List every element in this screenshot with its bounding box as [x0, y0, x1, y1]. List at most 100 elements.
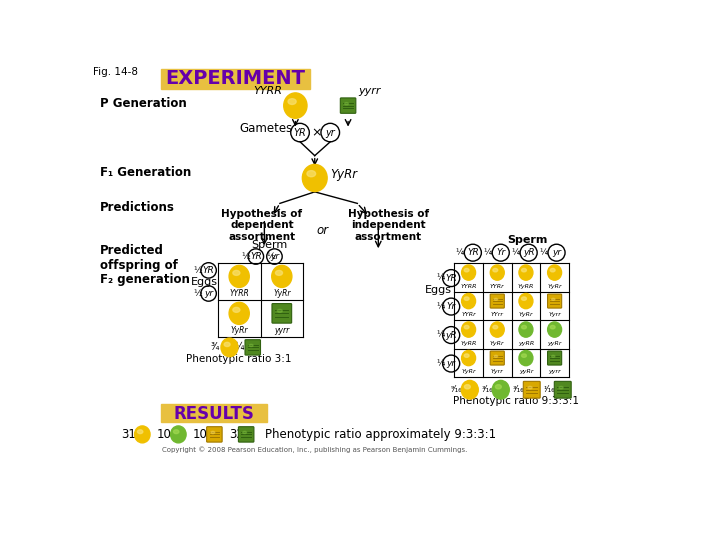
Text: Gametes: Gametes — [240, 122, 293, 135]
Ellipse shape — [233, 271, 240, 275]
Text: yr: yr — [552, 248, 561, 257]
Ellipse shape — [462, 265, 476, 280]
Ellipse shape — [559, 386, 563, 389]
Text: Fig. 14-8: Fig. 14-8 — [93, 67, 138, 77]
Text: ¼: ¼ — [483, 248, 492, 257]
Ellipse shape — [243, 431, 246, 434]
Text: 32: 32 — [229, 428, 244, 441]
Text: YR: YR — [250, 252, 262, 261]
Ellipse shape — [519, 350, 533, 366]
Ellipse shape — [490, 322, 504, 337]
Ellipse shape — [550, 326, 555, 329]
Text: YR: YR — [203, 266, 215, 275]
Text: YyRr: YyRr — [230, 326, 248, 335]
Text: yr: yr — [270, 252, 279, 261]
Ellipse shape — [345, 103, 348, 105]
Ellipse shape — [211, 431, 215, 434]
Ellipse shape — [494, 355, 498, 357]
Text: ³⁄₄: ³⁄₄ — [211, 342, 220, 353]
FancyBboxPatch shape — [245, 340, 261, 355]
Text: ¼: ¼ — [437, 274, 445, 282]
Ellipse shape — [519, 322, 533, 337]
Text: Phenotypic ratio 3:1: Phenotypic ratio 3:1 — [186, 354, 292, 364]
Text: yyrr: yyrr — [274, 326, 289, 335]
Ellipse shape — [271, 265, 292, 287]
Text: YYRr: YYRr — [462, 312, 476, 317]
FancyBboxPatch shape — [207, 427, 222, 442]
Text: or: or — [316, 224, 328, 237]
FancyBboxPatch shape — [341, 98, 356, 113]
Text: F₁ Generation: F₁ Generation — [100, 166, 192, 179]
Text: 101: 101 — [193, 428, 215, 441]
Text: YR: YR — [294, 127, 307, 138]
Ellipse shape — [171, 426, 186, 443]
Text: YR: YR — [467, 248, 479, 257]
Ellipse shape — [494, 298, 498, 300]
Text: ³⁄₁₆: ³⁄₁₆ — [482, 385, 493, 394]
Text: RESULTS: RESULTS — [174, 404, 254, 423]
Text: YR: YR — [445, 274, 457, 282]
Text: Predictions: Predictions — [100, 201, 175, 214]
Ellipse shape — [307, 171, 315, 177]
Ellipse shape — [528, 386, 532, 389]
Ellipse shape — [521, 354, 526, 357]
Text: P Generation: P Generation — [100, 97, 186, 110]
Text: ×: × — [311, 126, 322, 139]
FancyBboxPatch shape — [161, 69, 310, 89]
Ellipse shape — [464, 268, 469, 272]
Ellipse shape — [495, 384, 501, 389]
Text: EXPERIMENT: EXPERIMENT — [166, 69, 306, 88]
Text: ¼: ¼ — [437, 302, 445, 311]
Ellipse shape — [249, 345, 253, 347]
Text: yr: yr — [446, 359, 456, 368]
Ellipse shape — [233, 307, 240, 312]
Text: YyRR: YyRR — [460, 341, 477, 346]
Text: Predicted
offspring of
F₂ generation: Predicted offspring of F₂ generation — [100, 244, 190, 287]
Text: Yyrr: Yyrr — [491, 369, 504, 374]
Ellipse shape — [548, 322, 562, 337]
Ellipse shape — [490, 265, 504, 280]
Text: YyRR: YyRR — [518, 284, 534, 289]
Text: YYRR: YYRR — [460, 284, 477, 289]
Text: Eggs: Eggs — [191, 277, 217, 287]
Text: ¼: ¼ — [437, 330, 445, 340]
Text: YyRr: YyRr — [490, 341, 505, 346]
Ellipse shape — [493, 268, 498, 272]
Ellipse shape — [462, 322, 476, 337]
FancyBboxPatch shape — [238, 427, 254, 442]
Text: YyRr: YyRr — [273, 289, 291, 298]
Text: ¼: ¼ — [539, 248, 547, 257]
Text: ¹⁄₁₆: ¹⁄₁₆ — [544, 385, 555, 394]
Text: yyrr: yyrr — [548, 369, 561, 374]
Text: Yr: Yr — [446, 302, 456, 311]
Text: yyrr: yyrr — [358, 86, 381, 96]
Text: YYRR: YYRR — [253, 86, 282, 96]
Text: ¼: ¼ — [511, 248, 519, 257]
Ellipse shape — [464, 326, 469, 329]
Text: Sperm: Sperm — [252, 240, 288, 249]
Ellipse shape — [521, 326, 526, 329]
Ellipse shape — [288, 99, 296, 104]
Text: ½: ½ — [194, 289, 202, 298]
Text: ¼: ¼ — [455, 248, 464, 257]
Text: Eggs: Eggs — [425, 286, 452, 295]
Text: YyRr: YyRr — [462, 369, 476, 374]
Text: ⁹⁄₁₆: ⁹⁄₁₆ — [451, 385, 462, 394]
Text: ½: ½ — [194, 266, 202, 275]
FancyBboxPatch shape — [161, 404, 267, 422]
Ellipse shape — [550, 268, 555, 272]
Text: ¼: ¼ — [437, 359, 445, 368]
Text: Yyrr: Yyrr — [548, 312, 561, 317]
Ellipse shape — [135, 426, 150, 443]
Ellipse shape — [284, 93, 307, 118]
Text: Hypothesis of
independent
assortment: Hypothesis of independent assortment — [348, 209, 429, 242]
Ellipse shape — [224, 342, 230, 347]
Ellipse shape — [229, 265, 249, 287]
Ellipse shape — [462, 380, 478, 399]
Text: yr: yr — [204, 289, 213, 298]
Ellipse shape — [464, 384, 470, 389]
Text: YYRR: YYRR — [229, 289, 249, 298]
FancyBboxPatch shape — [272, 303, 292, 323]
FancyBboxPatch shape — [554, 381, 571, 398]
FancyBboxPatch shape — [547, 294, 562, 308]
